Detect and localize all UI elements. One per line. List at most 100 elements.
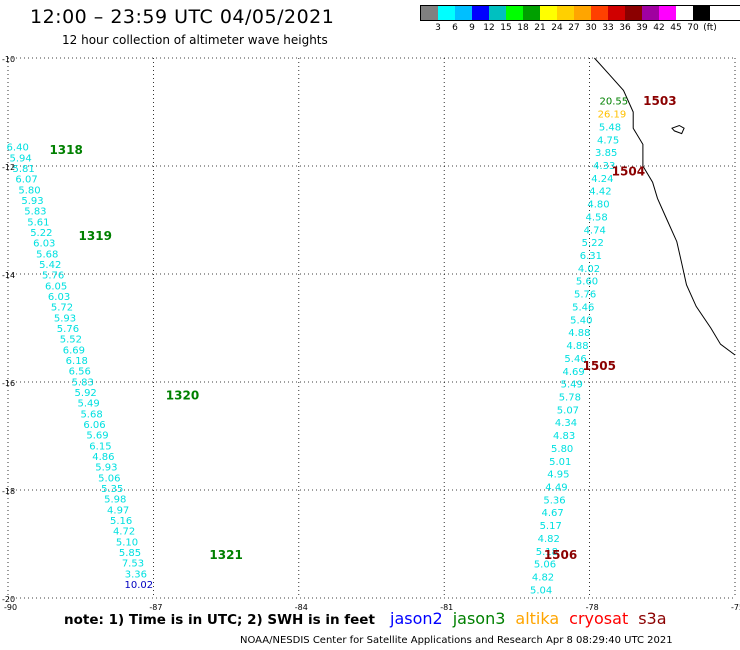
legend-label: 45 xyxy=(670,23,682,33)
pass-number-label: 1506 xyxy=(544,548,577,562)
coastline-path xyxy=(594,57,736,356)
satellite-label-s3a: s3a xyxy=(638,609,667,628)
lat-tick-label: -10 xyxy=(2,55,15,64)
west-track-swh-value: 5.72 xyxy=(51,303,73,314)
east-track-swh-value: 4.95 xyxy=(547,470,569,481)
east-track-swh-value: 5.01 xyxy=(549,457,571,468)
lat-tick-label: -16 xyxy=(2,379,15,388)
west-track-swh-value: 5.76 xyxy=(57,324,79,335)
lat-tick-label: -18 xyxy=(2,487,15,496)
legend-label: 33 xyxy=(602,23,614,33)
color-legend: 3 6 9 12 15 18 21 24 27 30 33 36 39 42 45 70 (ft) xyxy=(420,5,740,35)
east-track-swh-value: 20.55 xyxy=(600,97,629,108)
west-track-swh-value: 5.10 xyxy=(116,537,138,548)
east-track-swh-value: 5.46 xyxy=(564,354,586,365)
west-track-swh-value: 5.61 xyxy=(27,217,49,228)
legend-swatch xyxy=(489,6,506,20)
east-track-swh-value: 4.42 xyxy=(589,187,611,198)
legend-swatch xyxy=(642,6,659,20)
legend-label: 18 xyxy=(517,23,529,33)
east-track-swh-value: 4.67 xyxy=(541,508,563,519)
legend-swatch xyxy=(540,6,557,20)
east-track-swh-value: 5.18 xyxy=(536,547,558,558)
west-track-swh-value: 5.94 xyxy=(10,153,32,164)
satellite-label-altika: altika xyxy=(515,609,560,628)
west-track-swh-value: 6.06 xyxy=(83,420,105,431)
west-track-swh-value: 5.49 xyxy=(77,399,99,410)
east-track-swh-value: 5.78 xyxy=(559,392,581,403)
east-track-swh-value: 3.85 xyxy=(595,148,617,159)
pass-number-label: 1503 xyxy=(643,94,676,108)
east-track-swh-value: 4.34 xyxy=(555,418,577,429)
legend-label: (ft) xyxy=(703,23,717,33)
west-track-swh-value: 6.69 xyxy=(63,345,85,356)
west-track-swh-value: 10.02 xyxy=(125,580,154,591)
altimeter-tracks: 6.405.945.816.075.805.935.835.615.226.03… xyxy=(7,97,629,597)
west-track-swh-value: 3.36 xyxy=(125,569,147,580)
west-track-swh-value: 6.40 xyxy=(7,143,29,154)
lat-tick-label: -20 xyxy=(2,595,15,604)
legend-swatch xyxy=(506,6,523,20)
satellite-label-jason2: jason2 xyxy=(390,609,443,628)
west-track-swh-value: 5.93 xyxy=(95,463,117,474)
lon-tick-label: -84 xyxy=(295,603,308,612)
legend-label: 70 xyxy=(687,23,699,33)
east-track-swh-value: 4.49 xyxy=(545,483,567,494)
legend-label: 24 xyxy=(551,23,563,33)
east-track-swh-value: 5.76 xyxy=(574,290,596,301)
lon-tick-label: -75 xyxy=(731,603,740,612)
lon-tick-label: -90 xyxy=(4,603,17,612)
pass-number-label: 1321 xyxy=(209,548,242,562)
east-track-swh-value: 4.74 xyxy=(584,225,606,236)
east-track-swh-value: 4.24 xyxy=(591,174,613,185)
lat-tick-label: -12 xyxy=(2,163,15,172)
west-track-swh-value: 5.98 xyxy=(104,495,126,506)
legend-swatch xyxy=(438,6,455,20)
east-track-swh-value: 5.17 xyxy=(540,521,562,532)
legend-swatch xyxy=(693,6,710,20)
lon-tick-label: -87 xyxy=(149,603,162,612)
legend-swatch xyxy=(574,6,591,20)
legend-label: 42 xyxy=(653,23,665,33)
west-track-swh-value: 4.86 xyxy=(92,452,114,463)
legend-label: 9 xyxy=(469,23,475,33)
legend-swatch xyxy=(608,6,625,20)
west-track-swh-value: 6.18 xyxy=(66,356,88,367)
legend-label: 39 xyxy=(636,23,648,33)
west-track-swh-value: 4.72 xyxy=(113,527,135,538)
west-track-swh-value: 6.03 xyxy=(33,239,55,250)
legend-color-bar xyxy=(420,5,740,21)
west-track-swh-value: 5.81 xyxy=(12,164,34,175)
east-track-swh-value: 5.22 xyxy=(582,238,604,249)
footer-credit: NOAA/NESDIS Center for Satellite Applica… xyxy=(240,635,673,646)
west-track-swh-value: 6.07 xyxy=(15,175,37,186)
west-track-swh-value: 5.22 xyxy=(30,228,52,239)
east-track-swh-value: 5.07 xyxy=(557,405,579,416)
west-track-swh-value: 5.52 xyxy=(60,335,82,346)
east-track-swh-value: 5.06 xyxy=(534,560,556,571)
west-track-swh-value: 5.93 xyxy=(54,313,76,324)
legend-label: 15 xyxy=(500,23,512,33)
west-track-swh-value: 6.05 xyxy=(45,281,67,292)
map-title: 12:00 – 23:59 UTC 04/05/2021 xyxy=(30,6,335,28)
legend-label: 21 xyxy=(534,23,546,33)
east-track-swh-value: 5.80 xyxy=(551,444,573,455)
legend-swatch xyxy=(625,6,642,20)
legend-label: 3 xyxy=(435,23,441,33)
west-track-swh-value: 6.56 xyxy=(69,367,91,378)
pass-labels: 1318 1319 1320 1321 1503 1504 1505 1506 xyxy=(49,94,676,562)
east-track-swh-value: 4.33 xyxy=(593,161,615,172)
east-track-swh-value: 4.82 xyxy=(538,534,560,545)
east-track-swh-value: 5.40 xyxy=(570,315,592,326)
west-track-swh-value: 5.68 xyxy=(36,249,58,260)
pass-number-label: 1320 xyxy=(166,389,199,403)
west-track-swh-value: 6.15 xyxy=(89,441,111,452)
west-track-swh-value: 5.16 xyxy=(110,516,132,527)
legend-label: 12 xyxy=(483,23,495,33)
west-track-swh-value: 5.93 xyxy=(21,196,43,207)
note-text: note: 1) Time is in UTC; 2) SWH is in fe… xyxy=(64,612,375,628)
legend-label: 6 xyxy=(452,23,458,33)
west-track-swh-value: 5.83 xyxy=(24,207,46,218)
legend-label: 36 xyxy=(619,23,631,33)
